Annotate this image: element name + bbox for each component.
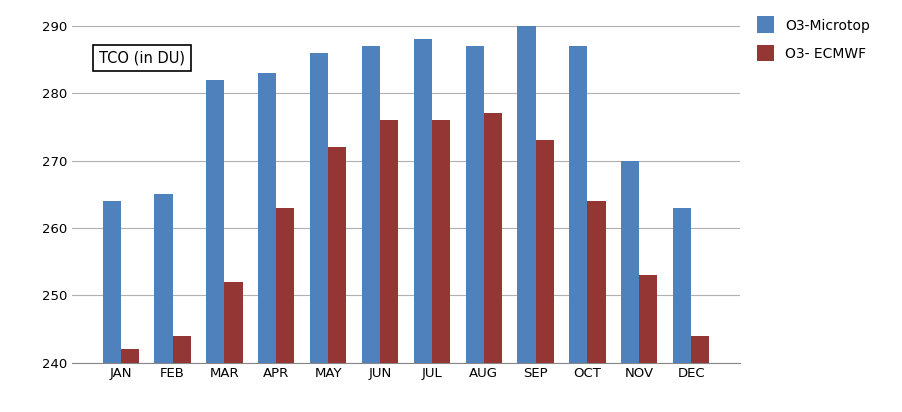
Bar [432, 120, 450, 412]
Bar [569, 46, 587, 412]
Bar [362, 46, 380, 412]
Bar [172, 336, 190, 412]
Bar [225, 282, 243, 412]
Text: TCO (in DU): TCO (in DU) [99, 50, 185, 66]
Bar [154, 194, 172, 412]
Bar [380, 120, 398, 412]
Bar [103, 201, 121, 412]
Bar [414, 39, 432, 412]
Legend: O3-Microtop, O3- ECMWF: O3-Microtop, O3- ECMWF [753, 12, 874, 66]
Bar [310, 53, 328, 412]
Bar [640, 275, 658, 412]
Bar [621, 161, 640, 412]
Bar [258, 73, 276, 412]
Bar [207, 80, 225, 412]
Bar [465, 46, 483, 412]
Bar [121, 349, 139, 412]
Bar [518, 26, 536, 412]
Bar [587, 201, 605, 412]
Bar [328, 147, 346, 412]
Bar [673, 208, 691, 412]
Bar [536, 140, 554, 412]
Bar [276, 208, 294, 412]
Bar [691, 336, 709, 412]
Bar [483, 113, 502, 412]
